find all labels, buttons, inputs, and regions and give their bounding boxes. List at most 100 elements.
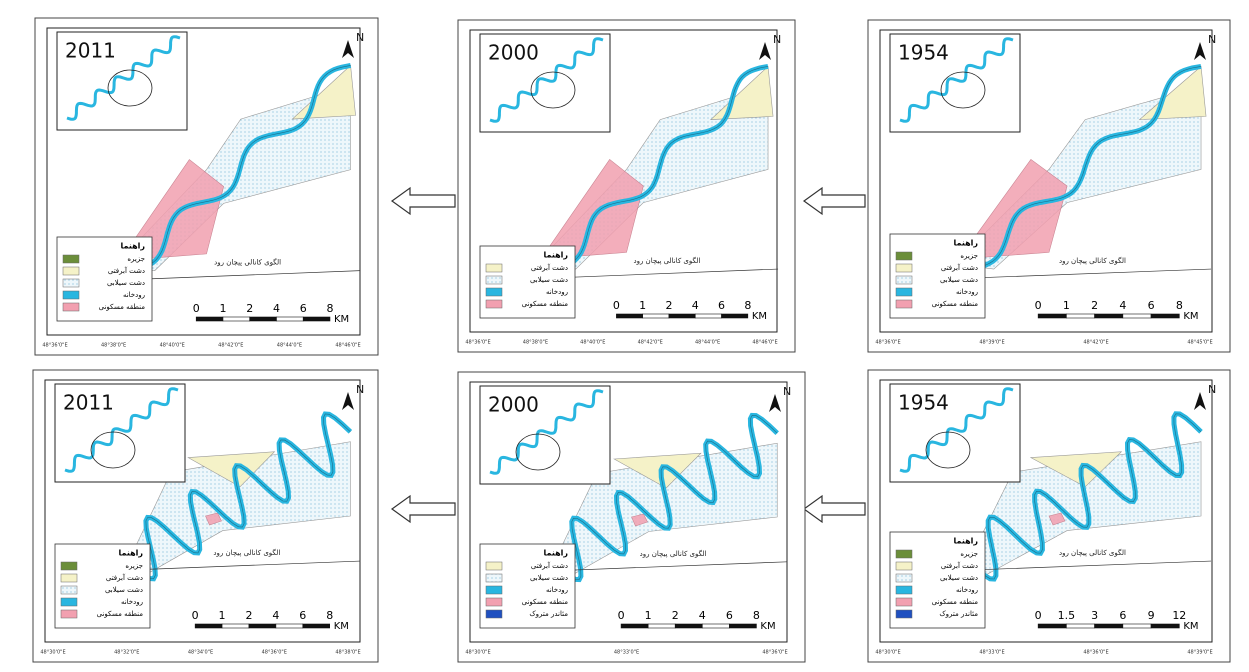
coord-label: 48°33'0"E: [979, 650, 1004, 656]
scale-label: 8: [1176, 299, 1183, 312]
scale-segment: [620, 623, 649, 629]
scale-label: 1: [1063, 299, 1070, 312]
north-arrow: [759, 42, 771, 60]
scale-label: 8: [326, 609, 333, 622]
inset-circle: [530, 71, 576, 109]
scale-segment: [1037, 313, 1067, 319]
inset-frame: [889, 33, 1021, 133]
scale-segment: [701, 623, 730, 629]
map-panel: الگوی کانالی پیچان رود 2000 N راهنما دشت آبر…: [457, 19, 796, 353]
coord-label: 48°39'0"E: [1187, 650, 1212, 656]
coord-label: 48°46'0"E: [752, 340, 777, 346]
scale-segment: [647, 623, 676, 629]
scale-label: 2: [672, 609, 679, 622]
scale-segment: [674, 623, 703, 629]
inset-circle: [515, 433, 561, 471]
legend-label: دشت آبرفتی: [531, 561, 568, 570]
legend-swatch: [60, 585, 78, 595]
scale-segment: [1150, 313, 1180, 319]
residential-area: [205, 512, 222, 526]
legend-label: دشت سیلابی: [940, 574, 978, 582]
legend-title: راهنما: [118, 549, 143, 558]
map-neatline: [879, 379, 1213, 643]
legend-swatch: [62, 254, 80, 264]
north-label: N: [1208, 383, 1216, 396]
map-panel: الگوی کانالی پیچان رود 1954 N راهنما جزیره دش…: [867, 19, 1231, 353]
legend-label: جزیره: [960, 550, 978, 558]
residential-area: [119, 159, 224, 261]
river-edge: [968, 66, 1202, 270]
coord-label: 48°36'0"E: [262, 650, 287, 656]
legend-swatch: [895, 609, 913, 619]
coord-label: 48°33'0"E: [614, 650, 639, 656]
scale-label: 0: [192, 609, 199, 622]
inset-river: [899, 387, 1014, 473]
legend-label: دشت سیلابی: [530, 276, 568, 284]
inset-frame: [56, 31, 188, 131]
inset-circle: [90, 431, 136, 469]
year-label: 1954: [898, 391, 949, 415]
legend-label: دشت سیلابی: [530, 574, 568, 582]
coord-label: 48°30'0"E: [465, 650, 490, 656]
alluvial-plain: [291, 64, 356, 120]
scale-segment: [1037, 623, 1067, 629]
scale-label: 9: [1148, 609, 1155, 622]
pattern-label: الگوی کانالی پیچان رود: [1059, 256, 1126, 265]
coord-label: 48°36'0"E: [875, 340, 900, 346]
scale-label: 3: [1091, 609, 1098, 622]
north-label: N: [1208, 33, 1216, 46]
scale-segment: [642, 313, 670, 319]
scale-label: 4: [699, 609, 706, 622]
pattern-label: الگوی کانالی پیچان رود: [633, 256, 700, 265]
coord-label: 48°36'0"E: [1083, 650, 1108, 656]
scale-segment: [694, 313, 722, 319]
legend-swatch: [895, 263, 913, 273]
pattern-label: الگوی کانالی پیچان رود: [1059, 548, 1126, 557]
scale-unit: KM: [1183, 621, 1198, 632]
legend-swatch: [60, 609, 78, 619]
scale-segment: [194, 623, 223, 629]
scale-label: 12: [1172, 609, 1186, 622]
coord-label: 48°34'0"E: [188, 650, 213, 656]
scale-segment: [1094, 313, 1124, 319]
legend-label: دشت سیلابی: [940, 276, 978, 284]
legend-title: راهنما: [543, 549, 568, 558]
year-label: 2011: [65, 39, 116, 63]
map-neatline: [46, 27, 361, 336]
inset-frame: [479, 33, 611, 133]
coord-label: 48°44'0"E: [277, 343, 302, 349]
coord-label: 48°39'0"E: [979, 340, 1004, 346]
coord-label: 48°30'0"E: [40, 650, 65, 656]
legend-label: منطقه مسکونی: [522, 598, 569, 606]
legend-label: دشت آبرفتی: [941, 263, 978, 272]
river-edge: [129, 65, 351, 271]
scale-label: 4: [272, 609, 279, 622]
map-panel: الگوی کانالی پیچان رود 2011 N راهنما جزیره دش…: [32, 369, 379, 663]
residential-area: [540, 159, 644, 260]
scale-label: 8: [326, 302, 333, 315]
legend-swatch: [485, 597, 503, 607]
scale-label: 1.5: [1058, 609, 1076, 622]
north-arrow: [1194, 42, 1206, 60]
coord-label: 48°42'0"E: [218, 343, 243, 349]
alluvial-plain: [187, 451, 276, 488]
legend-title: راهنما: [120, 242, 145, 251]
legend-label: رودخانه: [546, 586, 568, 594]
map-panel: الگوی کانالی پیچان رود 2000 N راهنما دشت آبر…: [457, 371, 806, 663]
coord-label: 48°30'0"E: [875, 650, 900, 656]
legend-swatch: [895, 585, 913, 595]
legend-swatch: [895, 549, 913, 559]
scale-segment: [221, 623, 250, 629]
scale-label: 6: [718, 299, 725, 312]
scale-label: 0: [193, 302, 200, 315]
scale-segment: [248, 623, 277, 629]
coord-label: 48°42'0"E: [1083, 340, 1108, 346]
legend-swatch: [62, 278, 80, 288]
scale-label: 6: [726, 609, 733, 622]
scale-label: 0: [618, 609, 625, 622]
legend-swatch: [485, 585, 503, 595]
map-neatline: [44, 379, 361, 643]
legend-swatch: [485, 573, 503, 583]
scale-segment: [1094, 623, 1124, 629]
